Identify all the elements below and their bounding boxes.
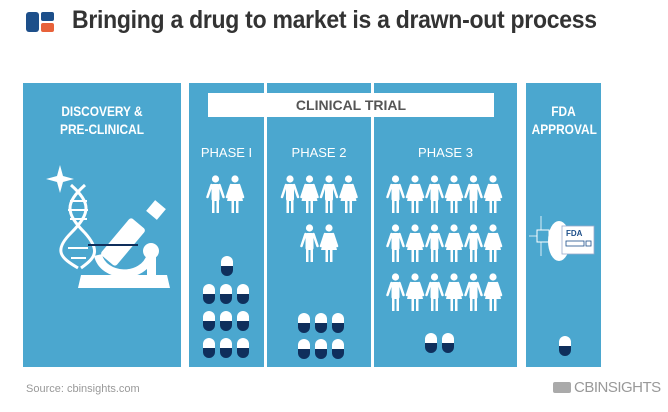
man-icon bbox=[464, 175, 483, 213]
dna-microscope-icon bbox=[46, 165, 170, 288]
pill-icon bbox=[220, 338, 232, 358]
pill-icon bbox=[298, 339, 310, 359]
woman-icon bbox=[444, 273, 464, 311]
pill-icon bbox=[203, 338, 215, 358]
fda-label-1: FDA bbox=[551, 103, 576, 119]
woman-icon bbox=[483, 273, 503, 311]
woman-icon bbox=[405, 175, 425, 213]
woman-icon bbox=[483, 175, 503, 213]
pill-icon bbox=[203, 284, 215, 304]
brand-text: CBINSIGHTS bbox=[574, 379, 661, 396]
cb-logo-icon bbox=[26, 12, 54, 32]
pill-icon bbox=[237, 338, 249, 358]
discovery-label-1: DISCOVERY & bbox=[61, 103, 143, 119]
pill-icon bbox=[315, 339, 327, 359]
fda-icon-text: FDA bbox=[566, 229, 583, 238]
woman-icon bbox=[444, 175, 464, 213]
pill-icon bbox=[220, 284, 232, 304]
discovery-label-2: PRE-CLINICAL bbox=[60, 121, 144, 137]
man-icon bbox=[319, 175, 339, 213]
pill-icon bbox=[559, 336, 571, 356]
woman-icon bbox=[405, 224, 425, 262]
man-icon bbox=[425, 224, 444, 262]
woman-icon bbox=[339, 175, 358, 213]
fda-panel: FDA APPROVAL FDA bbox=[526, 83, 601, 367]
woman-icon bbox=[405, 273, 425, 311]
page-title: Bringing a drug to market is a drawn-out… bbox=[72, 6, 597, 34]
cb-brand-icon bbox=[553, 382, 571, 393]
man-icon bbox=[386, 273, 405, 311]
cbinsights-brand: CBINSIGHTS bbox=[553, 379, 661, 396]
woman-icon bbox=[319, 224, 339, 262]
woman-icon bbox=[444, 224, 464, 262]
pill-icon bbox=[425, 333, 437, 353]
fda-document-icon: FDA bbox=[529, 216, 595, 261]
clinical-trial-banner: CLINICAL TRIAL bbox=[208, 93, 494, 117]
pill-icon bbox=[315, 313, 327, 333]
man-icon bbox=[464, 273, 483, 311]
pill-icon bbox=[332, 339, 344, 359]
phase-1-label: PHASE I bbox=[200, 145, 253, 160]
phase-1-panel: PHASE I bbox=[189, 83, 264, 367]
man-icon bbox=[280, 175, 300, 213]
pill-icon bbox=[203, 311, 215, 331]
pill-icon bbox=[221, 256, 233, 276]
woman-icon bbox=[483, 224, 503, 262]
man-icon bbox=[464, 224, 483, 262]
source-note: Source: cbinsights.com bbox=[26, 383, 140, 395]
phase-3-label: PHASE 3 bbox=[418, 145, 473, 160]
pill-icon bbox=[237, 284, 249, 304]
man-icon bbox=[386, 224, 405, 262]
man-icon bbox=[300, 224, 319, 262]
woman-icon bbox=[225, 175, 245, 213]
discovery-panel: DISCOVERY & PRE-CLINICAL bbox=[23, 83, 181, 367]
pill-icon bbox=[237, 311, 249, 331]
man-icon bbox=[206, 175, 225, 213]
phase-2-label: PHASE 2 bbox=[291, 145, 347, 160]
pill-icon bbox=[332, 313, 344, 333]
man-icon bbox=[386, 175, 405, 213]
pill-icon bbox=[220, 311, 232, 331]
pill-icon bbox=[298, 313, 310, 333]
fda-label-2: APPROVAL bbox=[531, 121, 597, 137]
man-icon bbox=[425, 175, 444, 213]
man-icon bbox=[425, 273, 444, 311]
woman-icon bbox=[300, 175, 319, 213]
pill-icon bbox=[442, 333, 454, 353]
